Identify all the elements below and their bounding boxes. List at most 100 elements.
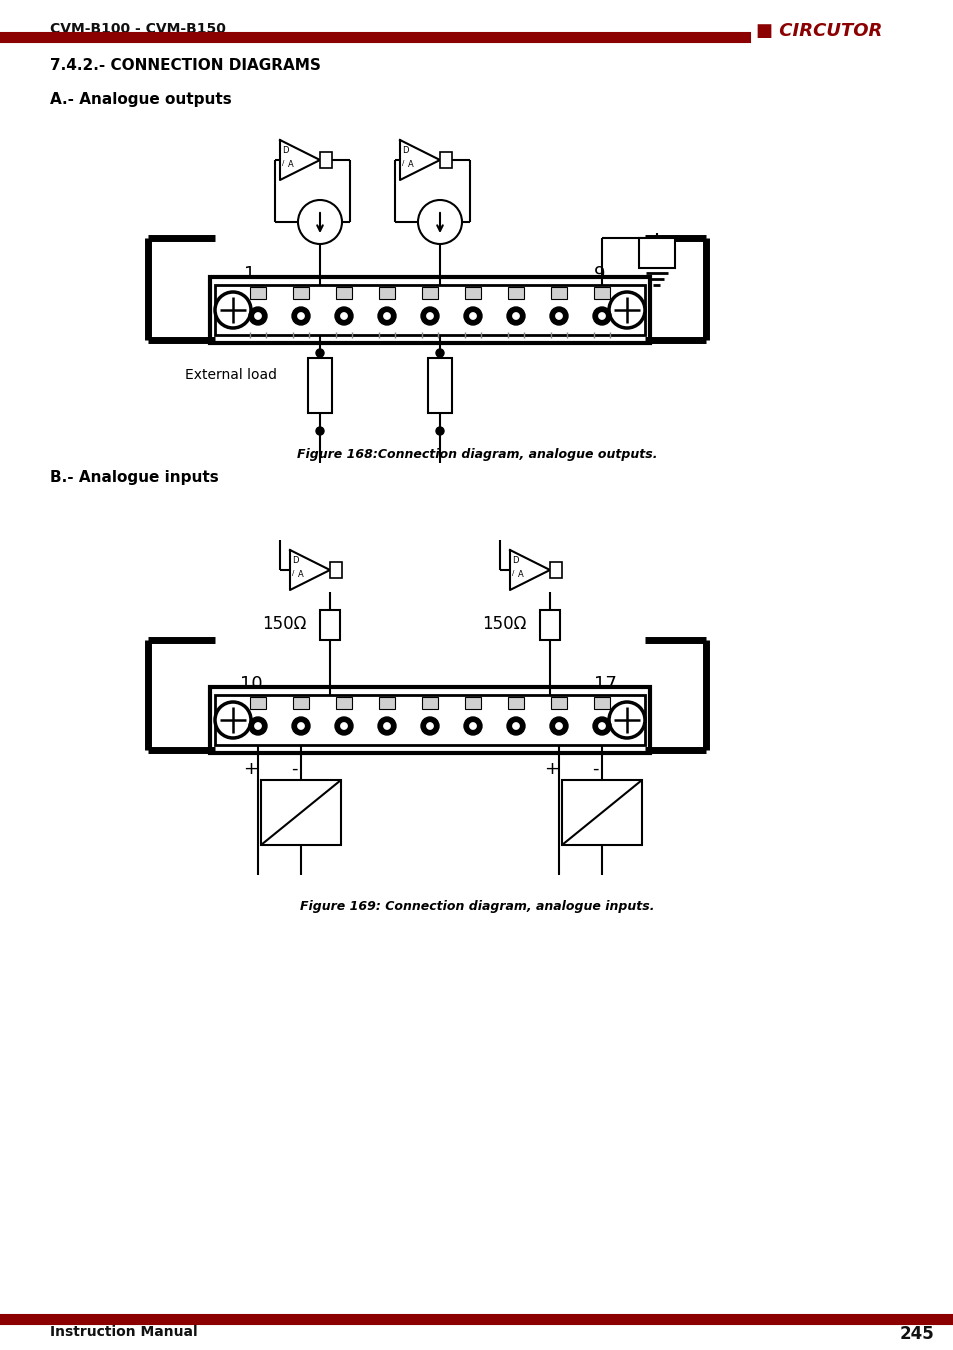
Circle shape	[426, 722, 433, 729]
Text: +: +	[544, 760, 558, 778]
Bar	[378, 288, 395, 298]
Bar	[293, 288, 309, 298]
Circle shape	[214, 702, 251, 738]
Text: Figure 169: Connection diagram, analogue inputs.: Figure 169: Connection diagram, analogue…	[299, 900, 654, 913]
Bar	[378, 697, 395, 709]
Circle shape	[593, 306, 610, 325]
Bar	[464, 288, 480, 298]
Circle shape	[420, 717, 438, 734]
Text: B.- Analogue inputs: B.- Analogue inputs	[50, 470, 218, 485]
Circle shape	[383, 722, 390, 729]
Text: D: D	[292, 556, 298, 566]
Bar	[319, 610, 339, 640]
Bar	[250, 288, 266, 298]
Bar	[551, 288, 566, 298]
Bar	[507, 288, 523, 298]
Text: A: A	[408, 161, 414, 169]
Bar	[428, 358, 452, 413]
Text: ■ CIRCUTOR: ■ CIRCUTOR	[755, 22, 882, 40]
Circle shape	[608, 702, 644, 738]
Circle shape	[383, 312, 390, 320]
Circle shape	[297, 200, 341, 244]
Text: 0/4 ...20 mA: 0/4 ...20 mA	[263, 806, 326, 815]
Bar	[335, 697, 352, 709]
Circle shape	[593, 717, 610, 734]
Text: 17: 17	[594, 675, 617, 693]
Text: 150Ω: 150Ω	[481, 616, 526, 633]
Bar	[214, 285, 644, 335]
Bar	[319, 153, 332, 167]
Text: 10: 10	[240, 675, 262, 693]
Circle shape	[598, 722, 605, 729]
Text: Figure 168:Connection diagram, analogue outputs.: Figure 168:Connection diagram, analogue …	[296, 448, 657, 460]
Text: -: -	[291, 760, 297, 778]
Circle shape	[436, 350, 443, 356]
Circle shape	[417, 200, 461, 244]
Circle shape	[463, 717, 481, 734]
Circle shape	[335, 717, 353, 734]
Circle shape	[463, 306, 481, 325]
Circle shape	[254, 722, 261, 729]
Circle shape	[340, 312, 347, 320]
Text: A.- Analogue outputs: A.- Analogue outputs	[50, 92, 232, 107]
Bar	[421, 288, 437, 298]
Circle shape	[608, 292, 644, 328]
Text: Sensor: Sensor	[566, 788, 607, 801]
Text: D: D	[282, 146, 288, 155]
Circle shape	[297, 722, 304, 729]
Bar	[293, 697, 309, 709]
Text: Instruction Manual: Instruction Manual	[50, 1324, 197, 1339]
Circle shape	[292, 306, 310, 325]
Bar	[439, 153, 452, 167]
Circle shape	[550, 717, 567, 734]
Bar	[421, 697, 437, 709]
Circle shape	[315, 427, 324, 435]
Text: +: +	[243, 760, 258, 778]
Text: CVM-B100 - CVM-B150: CVM-B100 - CVM-B150	[50, 22, 226, 36]
Circle shape	[315, 350, 324, 356]
Bar	[550, 562, 561, 578]
Circle shape	[249, 717, 267, 734]
Text: Sensor: Sensor	[266, 788, 306, 801]
Circle shape	[335, 306, 353, 325]
Circle shape	[469, 312, 476, 320]
Circle shape	[426, 312, 433, 320]
Circle shape	[249, 306, 267, 325]
Circle shape	[555, 722, 562, 729]
Circle shape	[420, 306, 438, 325]
Bar	[561, 780, 641, 845]
Text: 9: 9	[594, 265, 605, 284]
Circle shape	[292, 717, 310, 734]
Circle shape	[506, 306, 524, 325]
Circle shape	[506, 717, 524, 734]
Bar	[308, 358, 332, 413]
Circle shape	[297, 312, 304, 320]
Circle shape	[512, 312, 519, 320]
Bar	[261, 780, 340, 845]
Bar	[210, 277, 649, 343]
Text: 1: 1	[244, 265, 255, 284]
Circle shape	[598, 312, 605, 320]
Bar	[639, 238, 675, 269]
Bar	[594, 697, 609, 709]
Text: External load: External load	[185, 369, 276, 382]
Text: D: D	[401, 146, 408, 155]
Text: /: /	[282, 161, 284, 166]
Bar	[0, 32, 749, 42]
Bar	[330, 562, 341, 578]
Text: A: A	[297, 570, 303, 579]
Bar	[335, 288, 352, 298]
Circle shape	[377, 306, 395, 325]
Circle shape	[512, 722, 519, 729]
Circle shape	[214, 292, 251, 328]
Text: 0/4 ...20 mA: 0/4 ...20 mA	[563, 806, 627, 815]
Circle shape	[550, 306, 567, 325]
Text: A: A	[517, 570, 523, 579]
Text: D: D	[512, 556, 518, 566]
Bar	[594, 288, 609, 298]
Text: 245: 245	[899, 1324, 934, 1343]
Circle shape	[436, 427, 443, 435]
Circle shape	[340, 722, 347, 729]
Circle shape	[377, 717, 395, 734]
Circle shape	[254, 312, 261, 320]
